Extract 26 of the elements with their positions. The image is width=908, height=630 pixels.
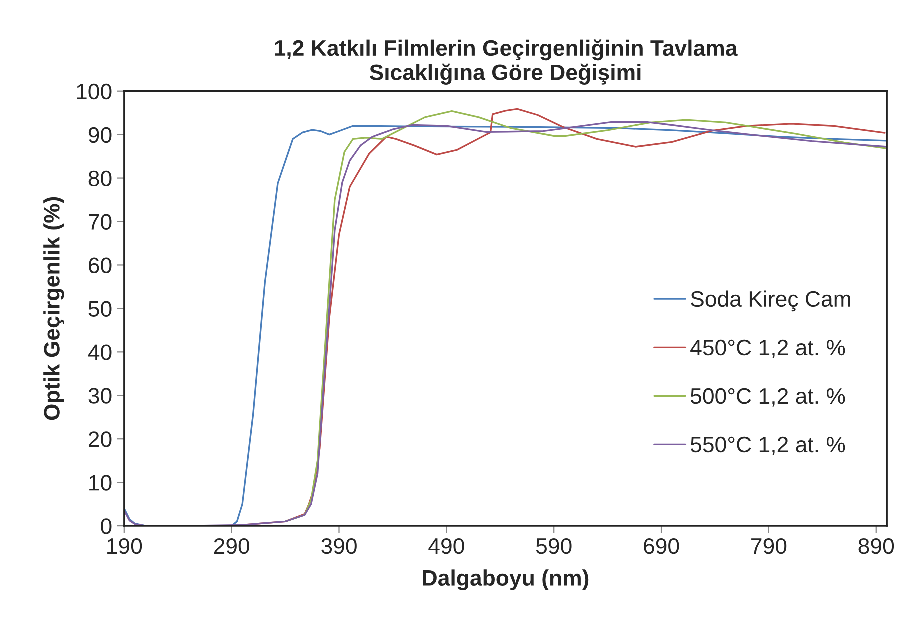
- legend-label: Soda Kireç Cam: [691, 290, 850, 312]
- chart-title: 1,2 Katkılı Filmlerin Geçirgenliğinin Tavlama Sıcaklığına Göre Değişimi: [275, 40, 738, 85]
- y-tick-label: 60: [89, 258, 112, 274]
- x-tick-label: 490: [428, 538, 464, 554]
- y-tick-label: 20: [88, 432, 112, 448]
- y-tick-label: 100: [77, 84, 112, 100]
- x-tick-label: 290: [214, 538, 250, 554]
- y-tick-label: 0: [101, 518, 112, 534]
- y-tick-label: 70: [89, 214, 112, 230]
- legend-label: 500°C 1,2 at. %: [690, 388, 846, 407]
- x-tick-label: 590: [536, 538, 572, 554]
- y-tick-label: 10: [90, 475, 112, 491]
- x-tick-label: 190: [108, 538, 142, 554]
- y-axis-title: Optik Geçirgenlik (%): [44, 197, 64, 420]
- y-tick-label: 50: [88, 301, 112, 317]
- x-tick-label: 890: [858, 538, 894, 554]
- legend-label: 450°C 1,2 at. %: [690, 340, 846, 358]
- legend-label: 550°C 1,2 at. %: [690, 436, 846, 456]
- x-axis-title: Dalgaboyu (nm): [423, 570, 589, 590]
- x-tick-label: 690: [644, 538, 680, 554]
- y-tick-label: 40: [88, 344, 112, 360]
- y-tick-label: 90: [88, 127, 112, 144]
- y-tick-label: 80: [88, 170, 112, 187]
- x-tick-label: 390: [322, 538, 357, 554]
- y-tick-label: 30: [88, 388, 112, 404]
- x-tick-label: 790: [752, 538, 787, 554]
